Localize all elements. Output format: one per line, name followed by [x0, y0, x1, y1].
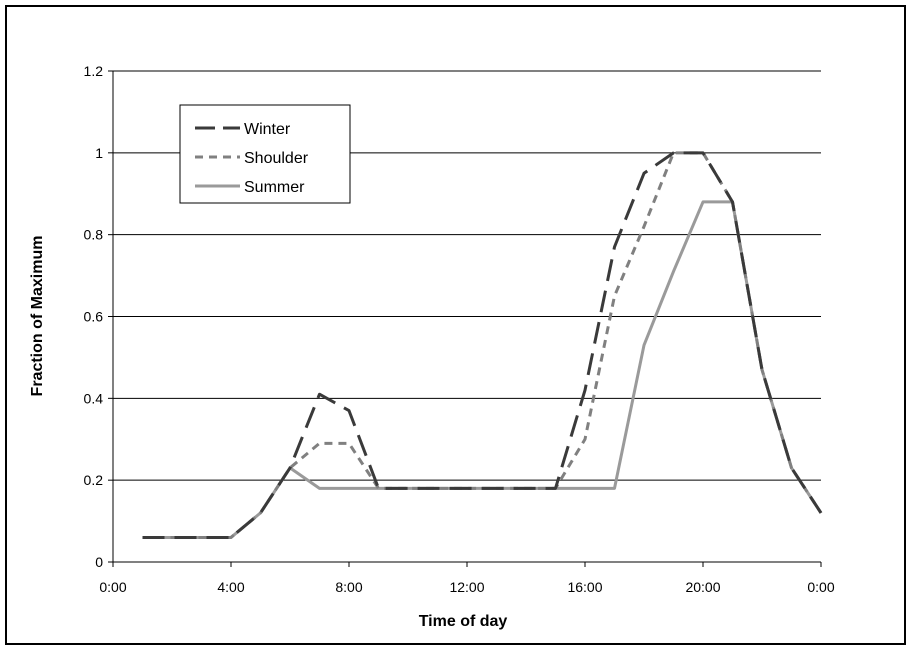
- y-tick-label: 0: [95, 554, 103, 570]
- legend-label: Shoulder: [244, 150, 309, 167]
- x-tick-label: 16:00: [567, 579, 602, 595]
- y-tick-label: 0.4: [84, 390, 104, 406]
- legend-label: Summer: [244, 179, 305, 196]
- x-axis-title: Time of day: [419, 613, 508, 630]
- x-tick-label: 0:00: [807, 579, 834, 595]
- legend-label: Winter: [244, 121, 291, 138]
- series-line-winter: [142, 151, 823, 539]
- y-tick-label: 0.2: [84, 472, 104, 488]
- y-tick-label: 1.2: [84, 63, 104, 79]
- y-tick-label: 1: [95, 145, 103, 161]
- y-tick-label: 0.6: [84, 309, 104, 325]
- x-tick-labels: 0:00 4:00 8:00 12:00 16:00 20:00 0:00: [99, 579, 834, 595]
- y-axis-title: Fraction of Maximum: [29, 236, 46, 397]
- x-tick-label: 0:00: [99, 579, 126, 595]
- x-tick-label: 8:00: [335, 579, 362, 595]
- x-tick-label: 4:00: [217, 579, 244, 595]
- x-tick-label: 12:00: [449, 579, 484, 595]
- legend: Winter Shoulder Summer: [179, 104, 351, 204]
- y-tick-labels: 0 0.2 0.4 0.6 0.8 1 1.2: [84, 63, 104, 570]
- series-lines: [142, 151, 823, 539]
- x-tick-label: 20:00: [685, 579, 720, 595]
- y-tick-label: 0.8: [84, 227, 104, 243]
- axes: [108, 70, 822, 567]
